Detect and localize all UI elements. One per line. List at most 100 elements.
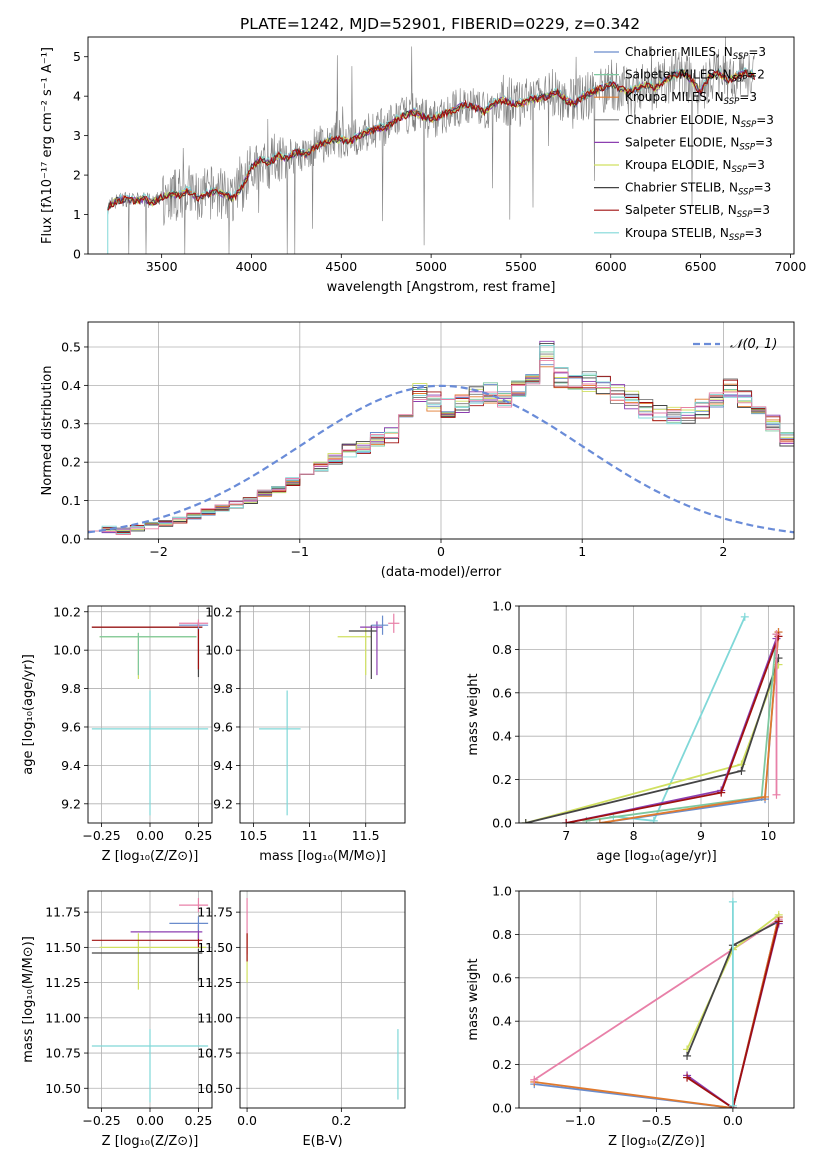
x-tick-label: 0.2 — [331, 1113, 351, 1128]
y-tick-label: 11.00 — [197, 1010, 233, 1025]
y-tick-label: 1 — [73, 207, 81, 222]
legend-entry: 𝒩(0, 1) — [730, 337, 777, 352]
x-axis-label: Z [log₁₀(Z/Z⊙)] — [608, 1134, 705, 1149]
x-tick-label: 10 — [760, 828, 776, 843]
y-tick-label: 9.6 — [61, 719, 81, 734]
weight-marker — [683, 1073, 692, 1082]
x-tick-label: 10.5 — [240, 828, 268, 843]
residual-histogram — [88, 355, 794, 532]
y-tick-label: 10.2 — [205, 604, 233, 619]
y-tick-label: 9.8 — [213, 681, 233, 696]
data-point — [179, 619, 209, 628]
weight-marker — [772, 790, 781, 799]
x-tick-label: 11.5 — [352, 828, 380, 843]
residual-histogram — [88, 351, 794, 534]
weight-series-line — [686, 921, 780, 1108]
data-point — [91, 933, 203, 948]
residual-histogram — [88, 364, 794, 533]
y-tick-label: 9.2 — [61, 796, 81, 811]
y-tick-label: 0.2 — [492, 772, 512, 787]
x-tick-label: 0.25 — [185, 828, 213, 843]
legend-entry: Chabrier MILES, NSSP=3 — [625, 45, 766, 62]
weight-series-line — [599, 631, 780, 823]
x-tick-label: 7 — [562, 828, 570, 843]
weight-marker — [530, 1075, 539, 1084]
axes-frame — [87, 36, 795, 255]
x-tick-label: 11 — [302, 828, 318, 843]
data-point — [91, 948, 203, 982]
legend-entry: Salpeter MILES, NSSP=2 — [625, 68, 765, 85]
y-tick-label: 4 — [73, 89, 81, 104]
y-tick-label: 10.2 — [53, 604, 81, 619]
x-tick-label: 2 — [719, 544, 727, 559]
y-tick-label: 11.50 — [45, 940, 81, 955]
residual-histogram — [88, 366, 794, 535]
data-point — [348, 625, 377, 679]
y-tick-label: 0.5 — [61, 339, 81, 354]
y-tick-label: 11.25 — [197, 975, 233, 990]
panel-spectrum: 3500 4000 4500 5000 5500 6000 6500 7000 0 1 2 3 4 5 wa… — [40, 36, 806, 295]
weight-marker — [761, 792, 770, 801]
axes-frame — [87, 321, 795, 540]
x-tick-label: 1 — [578, 544, 586, 559]
y-tick-label: 0.0 — [61, 532, 81, 547]
weight-marker — [717, 788, 726, 797]
weight-marker — [774, 917, 783, 926]
y-tick-label: 0.8 — [492, 927, 512, 942]
x-tick-label: 9 — [697, 828, 705, 843]
y-axis-label: Normed distribution — [40, 366, 55, 496]
data-point — [360, 621, 383, 676]
weight-marker — [772, 630, 781, 639]
residual-histogram — [88, 357, 794, 533]
data-point — [99, 632, 197, 676]
y-tick-label: 0.4 — [61, 378, 81, 393]
x-tick-label: 6500 — [685, 259, 717, 274]
weight-series-line — [586, 634, 778, 822]
y-axis-label: mass weight — [466, 958, 481, 1040]
y-tick-label: 0.2 — [492, 1057, 512, 1072]
y-tick-label: 0.6 — [492, 685, 512, 700]
weight-marker — [740, 612, 749, 621]
y-tick-label: 10.75 — [45, 1046, 81, 1061]
y-tick-label: 11.25 — [45, 975, 81, 990]
weight-marker — [683, 1051, 692, 1060]
legend-entry: Salpeter ELODIE, NSSP=3 — [625, 135, 773, 152]
legend-entry: Kroupa MILES, NSSP=3 — [625, 90, 757, 107]
weight-marker — [562, 819, 571, 823]
model-line-6 — [107, 67, 755, 211]
panel-mass-vs-ebv: 0.0 0.2 10.50 10.75 11.00 11.25 11.50 11.75 E(B-… — [197, 890, 406, 1149]
axes-frame — [518, 890, 795, 1109]
x-tick-label: 5000 — [415, 259, 447, 274]
y-tick-label: 10.50 — [45, 1081, 81, 1096]
legend-entry: Kroupa STELIB, NSSP=3 — [625, 226, 762, 243]
x-axis-label: wavelength [Angstrom, rest frame] — [327, 280, 556, 295]
x-axis-label: age [log₁₀(age/yr)] — [596, 849, 717, 864]
weight-marker — [737, 766, 746, 775]
axes-frame — [239, 890, 406, 1109]
axes-frame — [518, 605, 795, 824]
panel-residuals: −2 −1 0 1 2 0.0 0.1 0.2 0.3 0.4 0.5 (data-model)/er… — [40, 321, 795, 580]
legend-entry: Chabrier ELODIE, NSSP=3 — [625, 113, 774, 130]
weight-marker — [728, 897, 737, 906]
x-tick-label: −1.0 — [565, 1113, 595, 1128]
axes-frame — [87, 605, 213, 824]
weight-series-line — [599, 631, 780, 823]
x-tick-label: 0.0 — [237, 1113, 257, 1128]
data-point — [371, 615, 389, 635]
panel-mass-vs-z: −0.25 0.00 0.25 10.50 10.75 11.00 11.25 11.50 11… — [21, 890, 213, 1149]
y-axis-label: mass weight — [466, 673, 481, 755]
weight-marker — [521, 819, 530, 823]
data-point — [91, 1029, 209, 1103]
data-point — [99, 632, 197, 679]
figure-title: PLATE=1242, MJD=52901, FIBERID=0229, z=0… — [240, 15, 640, 33]
y-tick-label: 11.75 — [45, 905, 81, 920]
data-point — [388, 613, 400, 633]
data-point — [91, 690, 209, 816]
x-axis-label: Z [log₁₀(Z/Z⊙)] — [102, 849, 199, 864]
y-tick-label: 9.6 — [213, 719, 233, 734]
weight-marker — [728, 1101, 737, 1108]
residual-histogram — [88, 353, 794, 532]
y-tick-label: 1.0 — [492, 599, 512, 614]
weight-series-line — [566, 638, 778, 823]
